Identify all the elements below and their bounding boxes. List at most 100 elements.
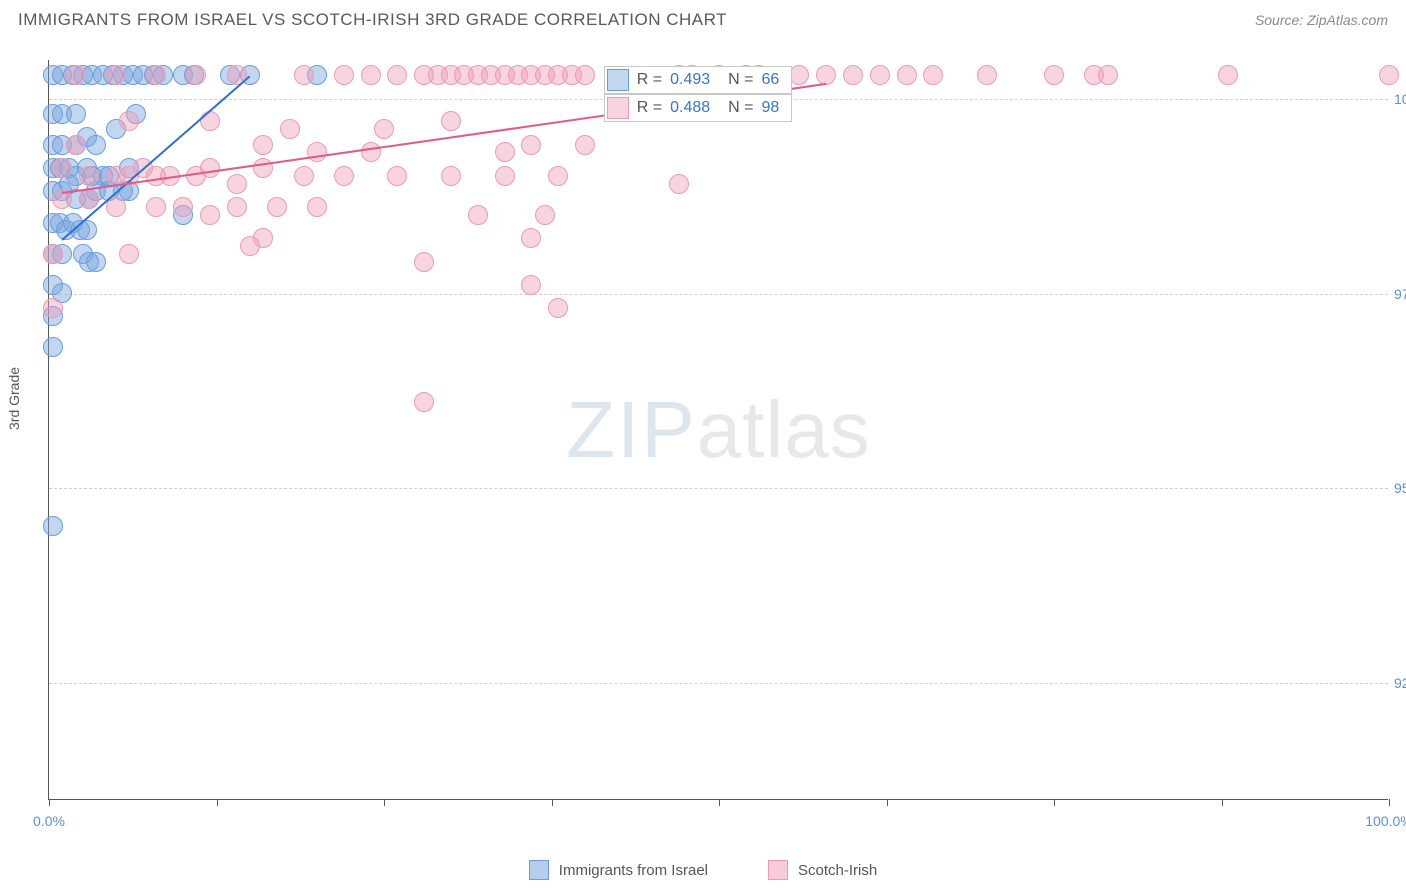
scatter-point [253,158,273,178]
scatter-point [843,65,863,85]
scatter-point [495,166,515,186]
x-tick [1222,799,1223,806]
stats-swatch [607,97,629,119]
scatter-point [548,298,568,318]
scatter-point [86,135,106,155]
stats-swatch [607,69,629,91]
scatter-point [575,135,595,155]
scatter-point [535,205,555,225]
scatter-point [387,65,407,85]
gridline [49,294,1388,295]
x-tick [552,799,553,806]
scatter-point [521,135,541,155]
y-tick-label: 95.0% [1394,480,1406,496]
scatter-point [66,65,86,85]
x-tick-label: 100.0% [1365,813,1406,829]
legend-item: Scotch-Irish [768,860,877,880]
scatter-point [414,392,434,412]
scatter-point [146,197,166,217]
stats-n-value: 66 [761,71,779,89]
scatter-point [43,337,63,357]
x-tick [49,799,50,806]
scatter-chart: ZIPatlas 92.5%95.0%97.5%100.0%0.0%100.0%… [48,60,1388,800]
scatter-point [334,65,354,85]
scatter-point [923,65,943,85]
gridline [49,488,1388,489]
scatter-point [119,111,139,131]
scatter-point [414,252,434,272]
stats-r-value: 0.488 [670,99,710,117]
scatter-point [146,65,166,85]
x-tick [1054,799,1055,806]
scatter-point [79,189,99,209]
scatter-point [1218,65,1238,85]
scatter-point [1379,65,1399,85]
scatter-point [280,119,300,139]
chart-header: IMMIGRANTS FROM ISRAEL VS SCOTCH-IRISH 3… [0,0,1406,36]
scatter-point [294,65,314,85]
stats-r-value: 0.493 [670,71,710,89]
stats-n-label: N = [728,99,753,117]
scatter-point [106,65,126,85]
scatter-point [200,205,220,225]
legend-label: Immigrants from Israel [559,862,708,879]
y-tick-label: 97.5% [1394,286,1406,302]
scatter-point [897,65,917,85]
watermark: ZIPatlas [566,384,870,476]
scatter-point [521,275,541,295]
scatter-point [977,65,997,85]
stats-n-value: 98 [761,99,779,117]
scatter-point [870,65,890,85]
scatter-point [374,119,394,139]
stats-r-label: R = [637,99,662,117]
scatter-point [43,516,63,536]
scatter-point [441,111,461,131]
scatter-point [1044,65,1064,85]
scatter-point [441,166,461,186]
scatter-point [816,65,836,85]
scatter-point [575,65,595,85]
scatter-point [200,158,220,178]
scatter-point [669,174,689,194]
scatter-point [267,197,287,217]
scatter-point [361,142,381,162]
stats-box: R = 0.493N = 66 [604,66,793,94]
chart-legend: Immigrants from Israel Scotch-Irish [0,860,1406,880]
scatter-point [294,166,314,186]
scatter-point [307,142,327,162]
scatter-point [52,158,72,178]
gridline [49,683,1388,684]
scatter-point [43,244,63,264]
stats-box: R = 0.488 N = 98 [604,94,793,122]
scatter-point [79,166,99,186]
y-axis-label: 3rd Grade [6,367,22,430]
scatter-point [468,205,488,225]
legend-swatch [768,860,788,880]
scatter-point [227,174,247,194]
scatter-point [495,142,515,162]
chart-title: IMMIGRANTS FROM ISRAEL VS SCOTCH-IRISH 3… [18,10,727,30]
scatter-point [43,298,63,318]
x-tick [719,799,720,806]
scatter-point [521,228,541,248]
x-tick [887,799,888,806]
x-tick [217,799,218,806]
scatter-point [227,197,247,217]
scatter-point [307,197,327,217]
legend-swatch [529,860,549,880]
x-tick-label: 0.0% [33,813,65,829]
scatter-point [334,166,354,186]
y-tick-label: 100.0% [1394,91,1406,107]
scatter-point [1098,65,1118,85]
scatter-point [361,65,381,85]
legend-item: Immigrants from Israel [529,860,708,880]
legend-label: Scotch-Irish [798,862,877,879]
scatter-point [86,252,106,272]
scatter-point [789,65,809,85]
stats-n-label: N = [728,71,753,89]
x-tick [384,799,385,806]
scatter-point [119,244,139,264]
scatter-point [66,104,86,124]
scatter-point [66,135,86,155]
scatter-point [173,197,193,217]
